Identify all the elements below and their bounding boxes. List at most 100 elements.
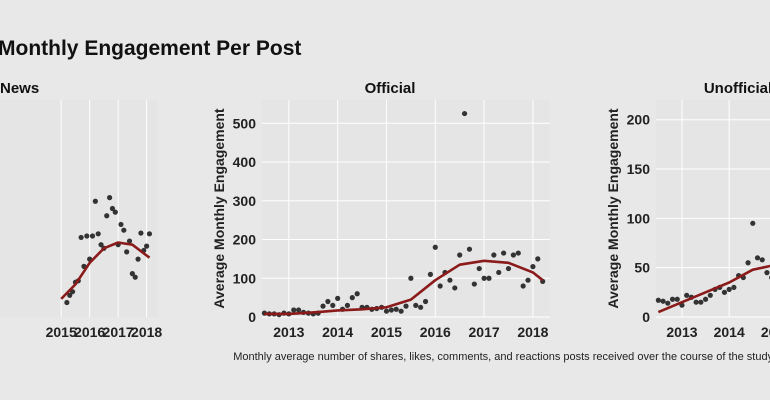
- data-point: [707, 292, 713, 298]
- panel-2: 2013 2014 2015 2016 2017 2018 0 100 200 300 400 500…: [211, 80, 550, 340]
- data-point: [476, 265, 482, 272]
- data-point: [112, 209, 118, 215]
- data-point: [496, 269, 502, 276]
- data-point: [104, 213, 110, 219]
- data-point: [330, 302, 336, 308]
- data-point: [461, 110, 468, 117]
- data-point: [693, 299, 699, 305]
- y-tick-label: 0: [642, 309, 650, 325]
- data-point: [726, 286, 732, 292]
- data-point: [665, 300, 671, 306]
- data-point: [121, 227, 127, 233]
- data-point: [124, 249, 130, 255]
- data-point: [349, 295, 355, 301]
- data-point: [721, 289, 728, 295]
- y-axis-label: Average Monthly Engagement: [605, 108, 621, 309]
- data-point: [413, 302, 419, 308]
- data-point: [466, 246, 473, 252]
- data-point: [660, 298, 666, 304]
- data-point: [510, 252, 516, 258]
- data-point: [655, 297, 661, 303]
- data-point: [432, 244, 438, 250]
- panel-3: 2013 2014 2015 0 50 100 150 200 Average Monthly …: [605, 80, 770, 340]
- data-point: [505, 265, 512, 272]
- x-tick-label: 2016: [74, 324, 105, 340]
- data-point: [418, 304, 424, 310]
- data-point: [146, 231, 153, 237]
- data-point: [698, 299, 704, 305]
- x-tick-label: 2016: [420, 324, 451, 340]
- data-point: [109, 205, 116, 212]
- data-point: [669, 296, 676, 302]
- data-point: [481, 275, 487, 281]
- plot-area: [656, 100, 770, 317]
- y-tick-label: 400: [233, 154, 257, 170]
- data-point: [106, 195, 113, 201]
- data-point: [457, 252, 463, 258]
- data-point: [64, 299, 70, 306]
- data-point: [754, 255, 761, 261]
- data-point: [471, 281, 477, 287]
- y-tick-label: 100: [233, 270, 257, 286]
- data-point: [759, 257, 765, 263]
- y-tick-label: 0: [248, 309, 256, 325]
- y-tick-label: 300: [233, 193, 257, 209]
- data-point: [84, 233, 90, 239]
- panel-title: News: [0, 80, 39, 97]
- x-tick-label: 2018: [131, 324, 162, 340]
- data-point: [296, 307, 302, 313]
- y-tick-label: 200: [627, 112, 651, 128]
- data-point: [135, 256, 141, 262]
- trend-line: [60, 241, 151, 300]
- data-point: [422, 298, 429, 305]
- x-tick-label: 2015: [761, 324, 770, 340]
- x-tick-label: 2015: [371, 324, 402, 340]
- data-point: [98, 242, 104, 248]
- plot-area: [0, 100, 158, 317]
- y-tick-label: 500: [233, 115, 257, 131]
- x-tick-label: 2013: [666, 324, 697, 340]
- y-tick-label: 100: [627, 210, 651, 226]
- x-tick-label: 2014: [322, 324, 353, 340]
- panel-title: Official: [365, 80, 416, 97]
- data-point: [118, 221, 124, 228]
- data-point: [393, 306, 399, 312]
- y-tick-label: 50: [634, 260, 650, 276]
- data-point: [388, 307, 394, 313]
- data-point: [129, 271, 135, 277]
- data-point: [447, 277, 453, 283]
- data-point: [132, 274, 138, 280]
- data-point: [325, 298, 331, 305]
- data-point: [67, 292, 73, 298]
- data-point: [344, 302, 351, 308]
- panel-title: Unofficial: [704, 80, 770, 97]
- trend-line: [657, 264, 770, 314]
- x-tick-label: 2014: [714, 324, 745, 340]
- x-tick-label: 2017: [469, 324, 500, 340]
- data-point: [408, 275, 414, 281]
- y-tick-label: 150: [627, 161, 651, 177]
- data-point: [437, 283, 443, 289]
- data-point: [403, 303, 409, 309]
- data-point: [674, 296, 680, 302]
- data-point: [291, 307, 297, 313]
- x-tick-label: 2017: [103, 324, 134, 340]
- data-point: [515, 250, 521, 256]
- data-point: [452, 285, 458, 291]
- data-point: [383, 308, 390, 314]
- data-point: [530, 264, 536, 270]
- data-point: [745, 260, 751, 266]
- data-point: [89, 233, 96, 239]
- figure-title: Monthly Engagement Per Post: [0, 37, 301, 60]
- data-point: [486, 275, 492, 281]
- data-point: [535, 256, 541, 262]
- data-point: [520, 283, 526, 289]
- figure-caption: Monthly average number of shares, likes,…: [233, 351, 770, 363]
- data-point: [491, 252, 497, 258]
- data-point: [92, 198, 98, 204]
- data-point: [684, 292, 690, 298]
- data-point: [95, 231, 101, 237]
